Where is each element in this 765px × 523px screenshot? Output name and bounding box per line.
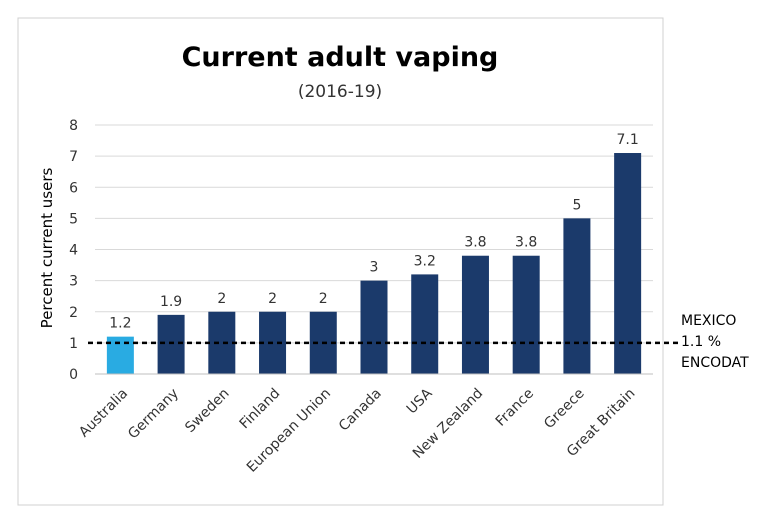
y-tick-label: 1 xyxy=(69,336,78,352)
y-tick-label: 5 xyxy=(69,211,78,227)
y-axis-title: Percent current users xyxy=(38,168,56,329)
data-label: 1.2 xyxy=(109,316,131,332)
chart-frame xyxy=(17,17,664,506)
y-tick-label: 4 xyxy=(69,243,78,259)
data-label: 5 xyxy=(572,197,581,213)
chart-subtitle: (2016-19) xyxy=(298,82,382,102)
y-tick-label: 6 xyxy=(69,180,78,196)
data-label: 2 xyxy=(217,291,226,307)
bar-sweden xyxy=(208,311,236,374)
reference-label-line-2: 1.1 % xyxy=(681,334,721,350)
y-tick-label: 8 xyxy=(69,118,78,134)
bar-new-zealand xyxy=(461,255,489,374)
reference-label-line-3: ENCODAT xyxy=(681,355,749,371)
y-tick-label: 0 xyxy=(69,367,78,383)
y-axis-ticks: 0 1 2 3 4 5 6 7 8 xyxy=(69,118,78,383)
bar-australia xyxy=(106,336,134,374)
data-label: 3 xyxy=(370,260,379,276)
bar-usa xyxy=(411,274,439,374)
data-label: 2 xyxy=(319,291,328,307)
y-tick-label: 7 xyxy=(69,149,78,165)
data-label: 7.1 xyxy=(617,132,639,148)
chart-title: Current adult vaping xyxy=(182,42,499,73)
bar-greece xyxy=(563,218,591,374)
data-label: 1.9 xyxy=(160,294,182,310)
data-label: 2 xyxy=(268,291,277,307)
data-labels: 1.2 1.9 2 2 2 3 3.2 3.8 3.8 5 7.1 xyxy=(109,132,639,332)
data-label: 3.8 xyxy=(515,235,537,251)
reference-label-line-1: MEXICO xyxy=(681,313,736,329)
bar-canada xyxy=(360,280,388,374)
data-label: 3.2 xyxy=(414,253,436,269)
bar-france xyxy=(512,255,540,374)
bar-germany xyxy=(157,314,185,374)
y-tick-label: 3 xyxy=(69,274,78,290)
data-label: 3.8 xyxy=(464,235,486,251)
y-tick-label: 2 xyxy=(69,305,78,321)
bar-great-britain xyxy=(614,153,642,374)
